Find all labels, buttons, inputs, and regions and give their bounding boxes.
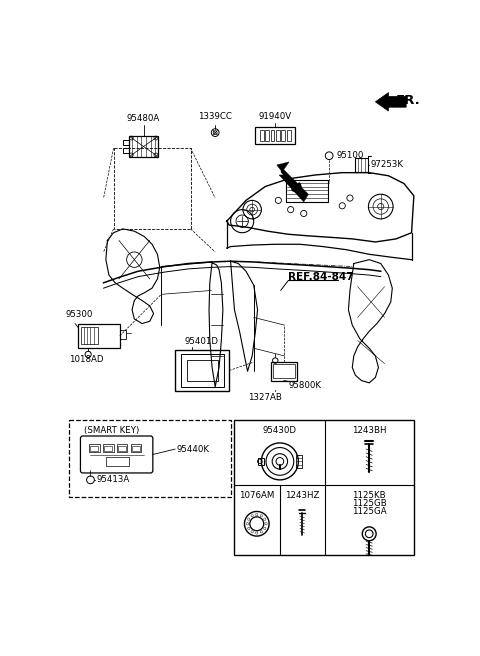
Bar bbox=[265, 131, 269, 141]
Bar bbox=[234, 420, 414, 554]
Bar bbox=[255, 127, 295, 144]
Bar bbox=[271, 362, 297, 380]
Bar bbox=[120, 330, 126, 339]
Text: 95413A: 95413A bbox=[96, 476, 130, 484]
Bar bbox=[123, 140, 129, 145]
Polygon shape bbox=[375, 92, 406, 111]
Text: 95440K: 95440K bbox=[177, 445, 210, 453]
Polygon shape bbox=[277, 162, 308, 202]
Text: 1243HZ: 1243HZ bbox=[285, 491, 319, 501]
Bar bbox=[81, 327, 98, 344]
Bar bbox=[118, 446, 126, 451]
Bar bbox=[175, 350, 229, 392]
Bar bbox=[114, 148, 191, 229]
Bar bbox=[258, 458, 264, 465]
Bar bbox=[69, 420, 230, 497]
Text: 1243BH: 1243BH bbox=[352, 426, 386, 435]
Bar bbox=[89, 445, 100, 452]
Text: 95800K: 95800K bbox=[288, 381, 321, 390]
Text: 95480A: 95480A bbox=[127, 113, 160, 123]
Text: 1076AM: 1076AM bbox=[239, 491, 275, 501]
Bar bbox=[106, 457, 129, 466]
Bar bbox=[90, 446, 98, 451]
Text: 95100: 95100 bbox=[336, 152, 363, 160]
Bar bbox=[117, 445, 127, 452]
Bar bbox=[132, 446, 140, 451]
Text: REF.84-847: REF.84-847 bbox=[288, 272, 354, 282]
Bar bbox=[104, 446, 112, 451]
Text: (SMART KEY): (SMART KEY) bbox=[84, 426, 140, 435]
Bar bbox=[287, 131, 291, 141]
Bar bbox=[129, 136, 158, 157]
Bar bbox=[296, 455, 302, 468]
Text: 1339CC: 1339CC bbox=[198, 112, 232, 121]
Bar bbox=[180, 354, 224, 387]
Bar bbox=[78, 323, 120, 348]
Bar bbox=[286, 180, 328, 202]
Bar bbox=[273, 364, 295, 379]
Bar bbox=[276, 131, 280, 141]
Bar bbox=[187, 359, 217, 381]
Bar bbox=[131, 445, 141, 452]
Bar bbox=[355, 158, 368, 172]
Text: 97253K: 97253K bbox=[371, 161, 404, 169]
Text: 91940V: 91940V bbox=[259, 112, 292, 121]
Text: 1125GB: 1125GB bbox=[352, 499, 386, 508]
Bar bbox=[281, 131, 285, 141]
Bar bbox=[260, 131, 264, 141]
Text: 1125GA: 1125GA bbox=[352, 507, 386, 516]
Bar bbox=[271, 131, 275, 141]
Text: FR.: FR. bbox=[396, 94, 421, 107]
Text: 1018AD: 1018AD bbox=[69, 354, 103, 363]
Text: 95300: 95300 bbox=[65, 310, 93, 319]
Bar bbox=[103, 445, 114, 452]
Text: 95430D: 95430D bbox=[263, 426, 297, 435]
Text: 95401D: 95401D bbox=[184, 337, 218, 346]
Text: 1327AB: 1327AB bbox=[248, 393, 282, 402]
Bar bbox=[123, 148, 129, 153]
Text: 1125KB: 1125KB bbox=[352, 491, 386, 501]
